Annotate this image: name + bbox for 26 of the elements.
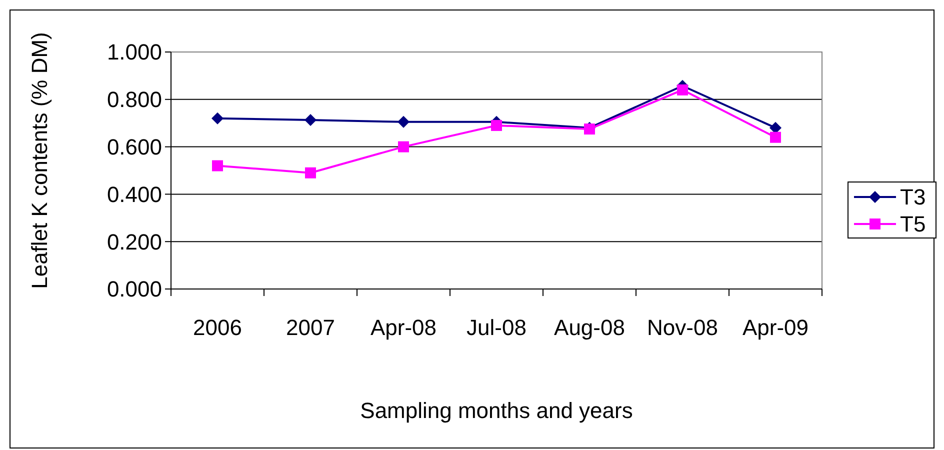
legend-label: T5 [900,212,926,237]
x-tick-label: Apr-09 [742,315,809,340]
x-tick-label: Apr-08 [370,315,437,340]
point [305,167,316,178]
x-tick-label: 2007 [286,315,335,340]
point [212,160,223,172]
point [212,112,224,124]
point [398,141,409,152]
y-tick-label: 0.600 [106,134,162,160]
point [304,114,316,126]
x-axis-title: Sampling months and years [360,398,633,423]
point [398,116,410,128]
x-tick-label: 2006 [193,315,242,340]
point [770,132,781,143]
y-tick-label: 0.000 [106,276,162,302]
y-tick-label: 0.800 [106,87,162,112]
x-tick-label: Nov-08 [647,315,718,340]
point [491,120,502,131]
y-tick-label: 0.400 [106,182,162,207]
point [677,84,688,96]
legend-label: T3 [900,184,926,210]
y-tick-label: 1.000 [106,40,162,65]
y-tick-label: 0.200 [106,229,162,254]
y-axis-title: Leaflet K contents (% DM) [27,32,52,289]
x-tick-label: Jul-08 [466,315,526,340]
x-tick-label: Aug-08 [554,315,625,340]
